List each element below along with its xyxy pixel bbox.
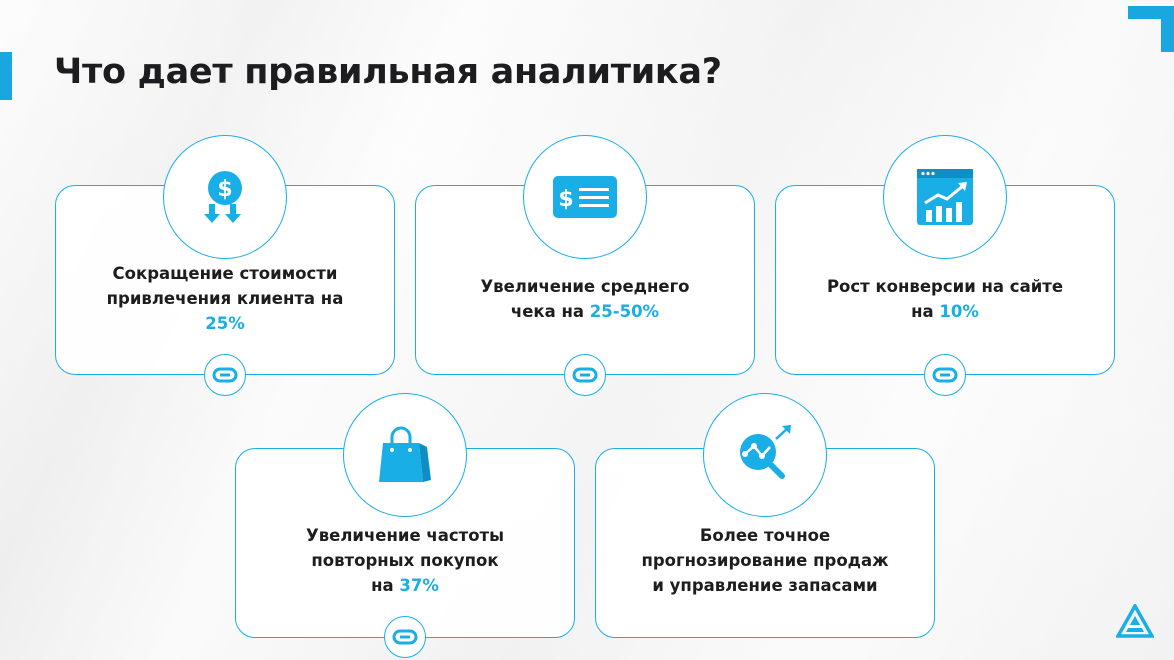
card-line: Более точное [699,526,831,545]
forecast-search-icon [740,425,791,479]
highlight-value: 25% [205,314,245,333]
card-line: Увеличение частоты [305,526,505,545]
card-link-button[interactable] [564,354,606,396]
card-sales-forecast-text: Более точное прогнозирование продаж и уп… [595,523,935,598]
card-repeat-purchases-text: Увеличение частоты повторных покупок на … [235,523,575,598]
page-title: Что дает правильная аналитика? [54,52,722,92]
card-line: привлечения клиента на [106,289,344,308]
card-line: повторных покупок [311,551,499,570]
check-bill-icon: $ [553,176,617,218]
card-line: и управление запасами [652,576,878,595]
card-link-button[interactable] [204,354,246,396]
icon-circle [883,135,1007,259]
icon-circle [703,393,827,517]
card-line: чека на 25-50% [510,302,660,321]
corner-bracket-decoration [1128,6,1174,52]
link-icon [572,367,598,383]
icon-circle [343,393,467,517]
card-line: прогнозирование продаж [641,551,889,570]
card-conversion-text: Рост конверсии на сайте на 10% [775,274,1115,324]
svg-text:$: $ [558,187,573,212]
card-line: на 37% [371,576,439,595]
highlight-value: 25-50% [589,302,660,321]
svg-text:$: $ [217,177,232,202]
link-icon [932,367,958,383]
title-accent-bar [0,52,12,100]
dollar-down-icon: $ [204,171,242,223]
card-line: Рост конверсии на сайте [826,277,1064,296]
card-customer-cost-text: Сокращение стоимости привлечения клиента… [55,261,395,336]
card-average-check-text: Увеличение среднего чека на 25-50% [415,274,755,324]
growth-chart-icon [917,169,973,225]
shopping-bag-icon [379,426,431,482]
icon-circle: $ [163,135,287,259]
highlight-value: 37% [399,576,439,595]
link-icon [392,629,418,645]
highlight-value: 10% [939,302,979,321]
triangle-logo-icon [1116,604,1154,638]
card-line: на 10% [911,302,979,321]
link-icon [212,367,238,383]
card-link-button[interactable] [384,616,426,658]
card-line: Сокращение стоимости [112,264,338,283]
card-line: 25% [55,311,395,336]
card-line: Увеличение среднего [480,277,690,296]
icon-circle: $ [523,135,647,259]
card-link-button[interactable] [924,354,966,396]
